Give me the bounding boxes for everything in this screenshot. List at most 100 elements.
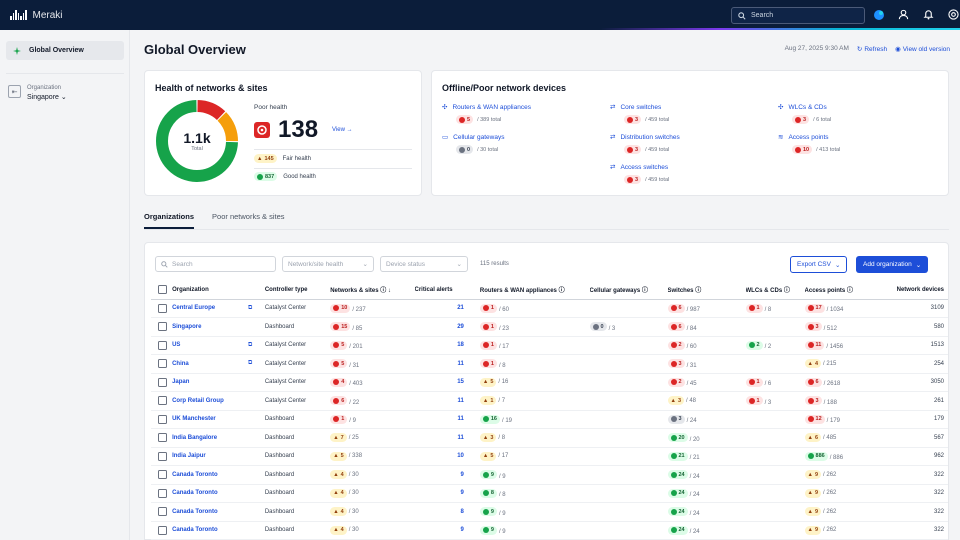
critical-alerts-cell[interactable]: 29: [414, 317, 480, 337]
organization-cell[interactable]: Canada Toronto: [172, 502, 248, 522]
table-row[interactable]: Canada Toronto Dashboard ▲ 4/ 30 8 9/ 9 24/ 24…: [151, 502, 948, 522]
device-routers[interactable]: ✣ Routers & WAN appliances 5/ 389 total: [442, 103, 531, 124]
column-header[interactable]: Controller type: [264, 281, 331, 300]
sidebar-item-global-overview[interactable]: Global Overview: [6, 41, 124, 60]
critical-alerts-cell[interactable]: 10: [414, 447, 480, 466]
critical-alerts-cell[interactable]: 15: [414, 373, 480, 392]
row-checkbox[interactable]: [158, 303, 167, 313]
organization-link[interactable]: Canada Toronto: [172, 508, 218, 515]
critical-alerts-cell[interactable]: 9: [414, 521, 480, 540]
column-header[interactable]: WLCs & CDs ⓘ: [745, 281, 805, 300]
organization-cell[interactable]: China: [172, 354, 248, 374]
organization-cell[interactable]: UK Manchester: [172, 410, 248, 429]
device-access-points[interactable]: ≋ Access points 10/ 413 total: [778, 133, 841, 154]
table-search-input[interactable]: Search: [155, 256, 276, 272]
external-link-icon[interactable]: ⧉: [247, 360, 253, 367]
good-segment[interactable]: [156, 100, 238, 182]
device-cellular-gateways[interactable]: ▭ Cellular gateways 0/ 30 total: [442, 133, 505, 154]
table-row[interactable]: Singapore Dashboard 15/ 85 29 1/ 23 0/ 3 6/ 84…: [151, 317, 948, 337]
row-checkbox[interactable]: [158, 359, 167, 369]
column-header[interactable]: Cellular gateways ⓘ: [589, 281, 668, 300]
column-header[interactable]: Switches ⓘ: [667, 281, 746, 300]
column-header[interactable]: Routers & WAN appliances ⓘ: [479, 281, 590, 300]
organization-link[interactable]: UK Manchester: [172, 416, 216, 423]
help-icon[interactable]: [947, 8, 960, 21]
refresh-button[interactable]: ↻ Refresh: [856, 45, 888, 54]
fair-segment[interactable]: [217, 112, 238, 142]
table-row[interactable]: China ⧉ Catalyst Center 5/ 31 11 1/ 8 3/ 31 ▲ 4/…: [151, 354, 948, 374]
device-core-switches[interactable]: ⇄ Core switches 3/ 459 total: [610, 103, 670, 124]
critical-alerts-cell[interactable]: 8: [414, 502, 480, 522]
organization-link[interactable]: India Bangalore: [172, 434, 218, 441]
column-header[interactable]: Network devices: [884, 281, 948, 300]
row-checkbox[interactable]: [158, 414, 167, 424]
add-organization-button[interactable]: Add organization ⌄: [856, 256, 929, 273]
device-wlcs[interactable]: ✣ WLCs & CDs 3/ 6 total: [778, 103, 832, 124]
critical-alerts-cell[interactable]: 11: [414, 391, 480, 411]
organization-cell[interactable]: Japan: [172, 373, 248, 392]
tab-organizations[interactable]: Organizations: [144, 212, 195, 229]
row-checkbox[interactable]: [158, 488, 167, 498]
row-checkbox[interactable]: [158, 377, 167, 387]
critical-alerts-cell[interactable]: 9: [414, 465, 480, 485]
network-health-filter[interactable]: Network/site health ⌄: [282, 256, 374, 272]
critical-alerts-cell[interactable]: 11: [414, 428, 480, 448]
bell-icon[interactable]: [922, 8, 935, 21]
organization-cell[interactable]: Canada Toronto: [172, 521, 248, 540]
table-row[interactable]: India Bangalore Dashboard ▲ 7/ 25 11 ▲ 3/ 8 20/…: [151, 428, 948, 448]
brand[interactable]: Meraki: [10, 10, 63, 21]
organization-link[interactable]: Singapore: [172, 323, 202, 330]
critical-alerts-cell[interactable]: 11: [414, 410, 480, 429]
view-old-version-link[interactable]: ◉ View old version: [895, 45, 950, 54]
table-row[interactable]: India Jaipur Dashboard ▲ 5/ 338 10 ▲ 5/ 17 21/ …: [151, 447, 948, 466]
table-row[interactable]: Canada Toronto Dashboard ▲ 4/ 30 9 9/ 9 24/ 24…: [151, 521, 948, 540]
column-header[interactable]: Access points ⓘ: [804, 281, 885, 300]
row-checkbox[interactable]: [158, 322, 167, 332]
organization-cell[interactable]: Canada Toronto: [172, 484, 248, 503]
poor-segment[interactable]: [197, 100, 226, 121]
table-row[interactable]: Canada Toronto Dashboard ▲ 4/ 30 9 9/ 9 24/ 24…: [151, 465, 948, 485]
ai-assistant-icon[interactable]: [872, 8, 885, 21]
organization-cell[interactable]: India Bangalore: [172, 428, 248, 448]
table-row[interactable]: UK Manchester Dashboard 1/ 9 11 16/ 19 3/ 24 1…: [151, 410, 948, 429]
row-checkbox[interactable]: [158, 340, 167, 350]
organization-link[interactable]: Corp Retail Group: [172, 397, 224, 404]
organization-cell[interactable]: Central Europe: [172, 299, 248, 318]
organization-link[interactable]: Japan: [172, 379, 190, 386]
row-checkbox[interactable]: [158, 470, 167, 480]
organization-link[interactable]: Central Europe: [172, 305, 216, 312]
export-csv-button[interactable]: Export CSV ⌄: [790, 256, 848, 273]
table-row[interactable]: Central Europe ⧉ Catalyst Center 10/ 237 21 1…: [151, 299, 948, 318]
organization-cell[interactable]: Corp Retail Group: [172, 391, 248, 411]
organization-selector[interactable]: ⇤ Organization Singapore ⌄: [8, 85, 67, 101]
organization-link[interactable]: Canada Toronto: [172, 490, 218, 497]
global-search-input[interactable]: Search: [731, 7, 865, 24]
column-header[interactable]: Critical alerts: [414, 281, 480, 300]
row-checkbox[interactable]: [158, 451, 167, 461]
column-header[interactable]: Organization: [172, 281, 248, 300]
table-row[interactable]: Canada Toronto Dashboard ▲ 4/ 30 9 8/ 8 24/ 24…: [151, 484, 948, 503]
device-access-switches[interactable]: ⇄ Access switches 3/ 459 total: [610, 163, 670, 184]
organization-cell[interactable]: US: [172, 336, 248, 355]
organization-cell[interactable]: Canada Toronto: [172, 465, 248, 485]
external-link-icon[interactable]: ⧉: [247, 304, 253, 311]
organization-link[interactable]: India Jaipur: [172, 453, 206, 460]
critical-alerts-cell[interactable]: 9: [414, 484, 480, 503]
device-status-filter[interactable]: Device status ⌄: [380, 256, 468, 272]
organization-cell[interactable]: India Jaipur: [172, 447, 248, 466]
row-checkbox[interactable]: [158, 507, 167, 517]
tab-poor-networks[interactable]: Poor networks & sites: [212, 212, 285, 221]
row-checkbox[interactable]: [158, 433, 167, 443]
row-checkbox[interactable]: [158, 396, 167, 406]
organization-link[interactable]: China: [172, 360, 189, 367]
organization-link[interactable]: Canada Toronto: [172, 471, 218, 478]
view-poor-link[interactable]: View →: [332, 127, 353, 133]
user-icon[interactable]: [897, 8, 910, 21]
organization-link[interactable]: Canada Toronto: [172, 527, 218, 534]
critical-alerts-cell[interactable]: 11: [414, 354, 480, 374]
table-row[interactable]: Japan Catalyst Center 4/ 403 15 ▲ 5/ 16 2/ 45 1…: [151, 373, 948, 392]
critical-alerts-cell[interactable]: 18: [414, 336, 480, 355]
table-row[interactable]: US ⧉ Catalyst Center 5/ 201 18 1/ 17 2/ 60 2/ 2…: [151, 336, 948, 355]
column-header[interactable]: Networks & sites ⓘ ↓: [330, 281, 415, 300]
organization-cell[interactable]: Singapore: [172, 317, 248, 337]
